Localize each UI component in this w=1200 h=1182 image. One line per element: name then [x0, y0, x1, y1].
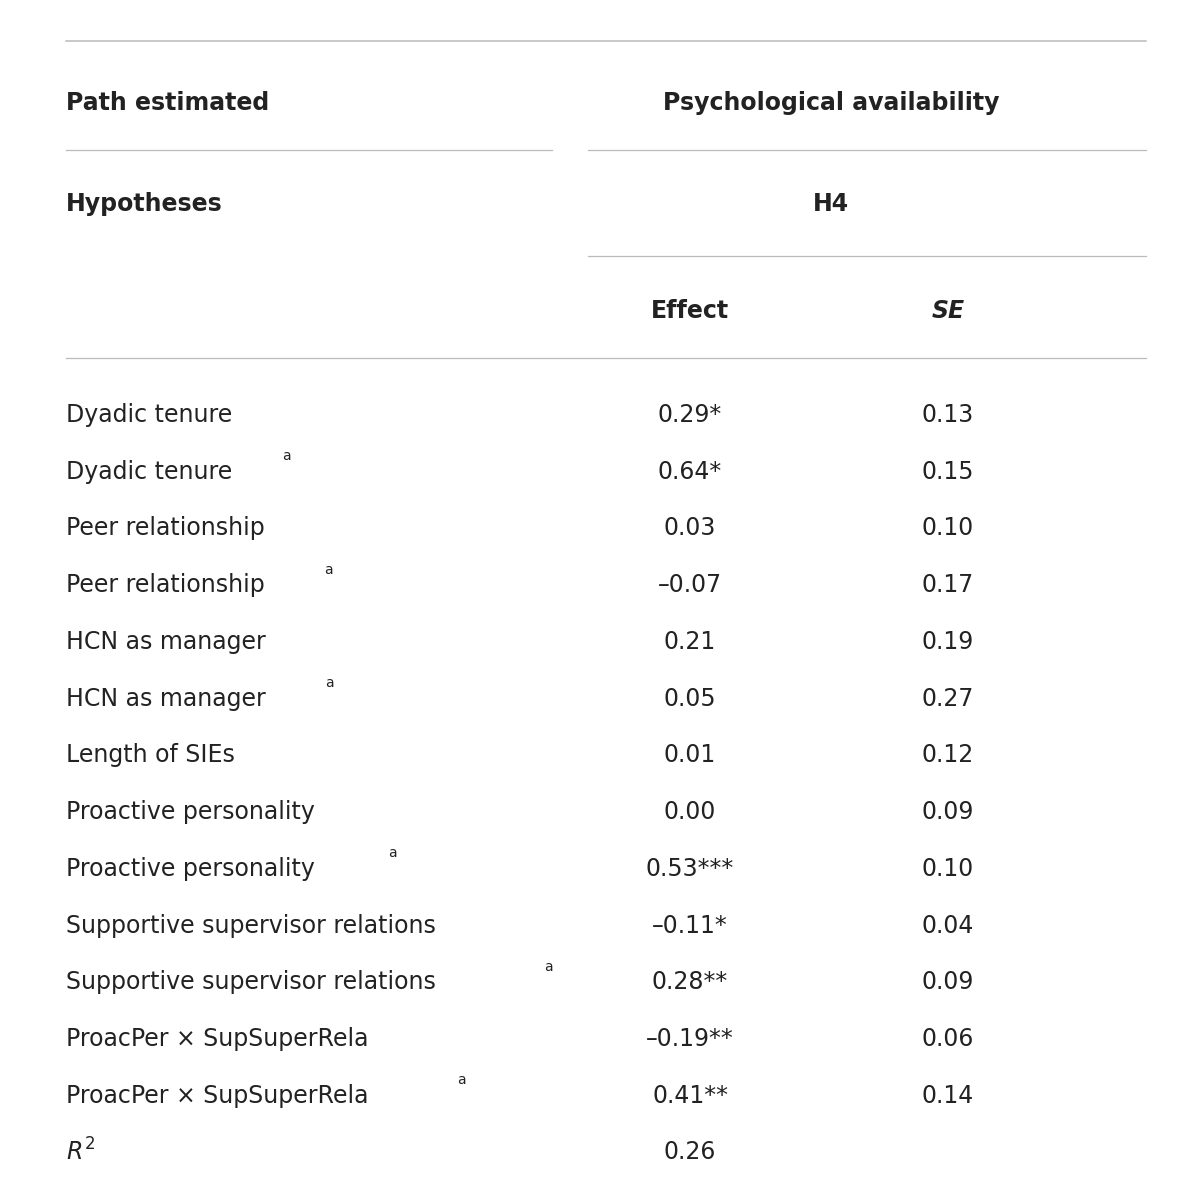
Text: 0.21: 0.21	[664, 630, 716, 654]
Text: Supportive supervisor relations: Supportive supervisor relations	[66, 970, 436, 994]
Text: 0.13: 0.13	[922, 403, 974, 427]
Text: 0.26: 0.26	[664, 1141, 716, 1164]
Text: ProacPer × SupSuperRela: ProacPer × SupSuperRela	[66, 1027, 368, 1051]
Text: 0.15: 0.15	[922, 460, 974, 483]
Text: 0.06: 0.06	[922, 1027, 974, 1051]
Text: a: a	[325, 676, 334, 690]
Text: 0.10: 0.10	[922, 517, 974, 540]
Text: Peer relationship: Peer relationship	[66, 517, 265, 540]
Text: 0.12: 0.12	[922, 743, 974, 767]
Text: –0.11*: –0.11*	[652, 914, 728, 937]
Text: 0.17: 0.17	[922, 573, 974, 597]
Text: –0.19**: –0.19**	[646, 1027, 734, 1051]
Text: 0.03: 0.03	[664, 517, 716, 540]
Text: Dyadic tenure: Dyadic tenure	[66, 460, 233, 483]
Text: $R^{2}$: $R^{2}$	[66, 1138, 95, 1167]
Text: Effect: Effect	[650, 299, 730, 323]
Text: Psychological availability: Psychological availability	[662, 91, 1000, 115]
Text: 0.28**: 0.28**	[652, 970, 728, 994]
Text: Proactive personality: Proactive personality	[66, 857, 314, 881]
Text: 0.05: 0.05	[664, 687, 716, 710]
Text: Dyadic tenure: Dyadic tenure	[66, 403, 233, 427]
Text: Peer relationship: Peer relationship	[66, 573, 265, 597]
Text: 0.14: 0.14	[922, 1084, 974, 1108]
Text: 0.41**: 0.41**	[652, 1084, 728, 1108]
Text: 0.27: 0.27	[922, 687, 974, 710]
Text: HCN as manager: HCN as manager	[66, 687, 265, 710]
Text: a: a	[457, 1073, 466, 1087]
Text: 0.53***: 0.53***	[646, 857, 734, 881]
Text: 0.00: 0.00	[664, 800, 716, 824]
Text: SE: SE	[931, 299, 965, 323]
Text: Hypotheses: Hypotheses	[66, 193, 223, 216]
Text: 0.04: 0.04	[922, 914, 974, 937]
Text: a: a	[282, 449, 290, 463]
Text: Path estimated: Path estimated	[66, 91, 269, 115]
Text: a: a	[324, 563, 332, 577]
Text: 0.29*: 0.29*	[658, 403, 722, 427]
Text: 0.64*: 0.64*	[658, 460, 722, 483]
Text: 0.09: 0.09	[922, 800, 974, 824]
Text: 0.19: 0.19	[922, 630, 974, 654]
Text: Supportive supervisor relations: Supportive supervisor relations	[66, 914, 436, 937]
Text: a: a	[545, 960, 553, 974]
Text: HCN as manager: HCN as manager	[66, 630, 265, 654]
Text: 0.09: 0.09	[922, 970, 974, 994]
Text: Length of SIEs: Length of SIEs	[66, 743, 235, 767]
Text: H4: H4	[812, 193, 850, 216]
Text: Proactive personality: Proactive personality	[66, 800, 314, 824]
Text: 0.10: 0.10	[922, 857, 974, 881]
Text: ProacPer × SupSuperRela: ProacPer × SupSuperRela	[66, 1084, 368, 1108]
Text: 0.01: 0.01	[664, 743, 716, 767]
Text: –0.07: –0.07	[658, 573, 722, 597]
Text: a: a	[389, 846, 397, 860]
